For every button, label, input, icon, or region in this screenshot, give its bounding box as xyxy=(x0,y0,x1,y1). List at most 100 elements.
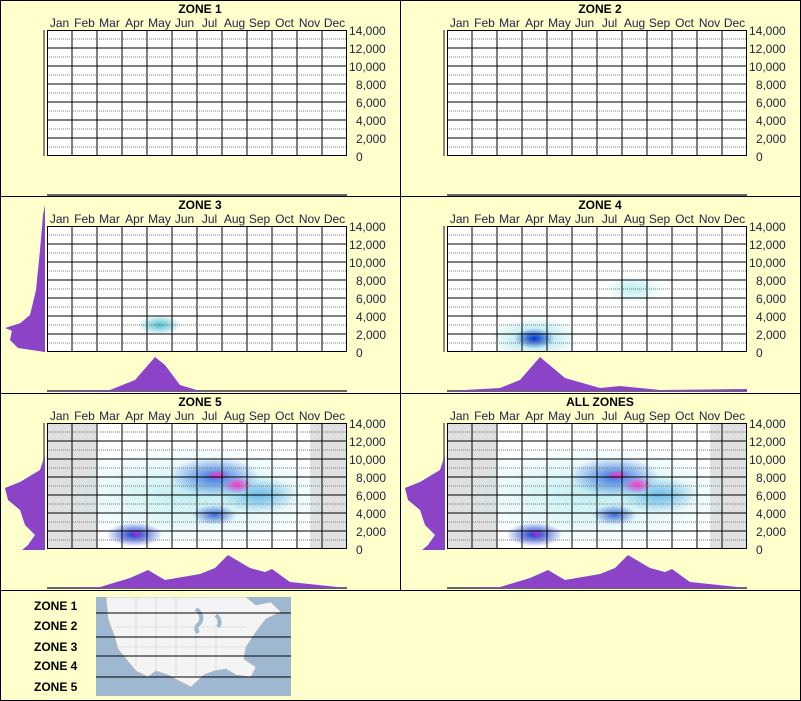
y-tick-label: 10,000 xyxy=(749,256,786,270)
divider xyxy=(400,0,401,590)
y-tick-label: 2,000 xyxy=(756,132,787,146)
y-tick-label: 8,000 xyxy=(356,274,387,288)
month-label: Dec xyxy=(723,16,746,30)
month-label: Feb xyxy=(74,409,95,423)
legend-zone-1: ZONE 1 xyxy=(34,599,78,613)
legend-zone-5: ZONE 5 xyxy=(34,680,78,694)
month-label: Jun xyxy=(574,409,595,423)
month-label: May xyxy=(148,16,171,30)
month-label: Dec xyxy=(723,409,746,423)
month-label: Mar xyxy=(99,16,120,30)
month-label: Sep xyxy=(248,16,271,30)
y-tick-label: 14,000 xyxy=(349,24,386,38)
month-label: Apr xyxy=(525,16,544,30)
month-label: Jun xyxy=(574,212,595,226)
left-axis-bar xyxy=(43,226,45,352)
month-label: Jul xyxy=(601,409,618,423)
month-label: Oct xyxy=(675,212,694,226)
month-label: Jan xyxy=(49,409,70,423)
y-tick-label: 2,000 xyxy=(356,328,387,342)
month-label: Oct xyxy=(675,409,694,423)
month-histogram-baseline xyxy=(447,194,747,196)
month-label: Mar xyxy=(499,212,520,226)
panel-4: ZONE 5 Jan Feb Mar Apr May Jun Jul Aug Sep Oct Nov… xyxy=(0,393,400,589)
month-label: Jul xyxy=(201,212,218,226)
month-label: Feb xyxy=(74,16,95,30)
month-label: Sep xyxy=(648,16,671,30)
y-tick-label: 4,000 xyxy=(756,507,787,521)
month-label: Jul xyxy=(601,212,618,226)
panel-3: ZONE 4 Jan Feb Mar Apr May Jun Jul Aug Sep Oct Nov… xyxy=(400,196,800,392)
y-tick-label: 10,000 xyxy=(749,453,786,467)
panel-title: ALL ZONES xyxy=(566,395,634,409)
y-tick-label: 12,000 xyxy=(349,42,386,56)
y-tick-label: 6,000 xyxy=(756,489,787,503)
month-axis: Jan Feb Mar Apr May Jun Jul Aug Sep Oct Nov Dec xyxy=(47,409,347,423)
y-tick-label: 10,000 xyxy=(749,60,786,74)
heatmap-grid xyxy=(447,226,747,352)
month-label: Aug xyxy=(623,212,646,226)
y-tick-label: 4,000 xyxy=(356,507,387,521)
month-label: Nov xyxy=(698,16,721,30)
divider xyxy=(0,590,801,591)
month-label: Feb xyxy=(474,212,495,226)
month-label: May xyxy=(548,212,571,226)
divider xyxy=(0,393,801,394)
month-histogram-baseline xyxy=(47,587,347,589)
y-tick-label: 14,000 xyxy=(749,417,786,431)
y-tick-label: 0 xyxy=(356,150,363,164)
zone-map xyxy=(96,597,291,696)
month-label: Jul xyxy=(601,16,618,30)
y-tick-label: 6,000 xyxy=(356,292,387,306)
month-label: Jun xyxy=(574,16,595,30)
y-tick-label: 6,000 xyxy=(756,292,787,306)
month-label: Nov xyxy=(298,16,321,30)
y-tick-label: 12,000 xyxy=(349,238,386,252)
month-label: Jun xyxy=(174,16,195,30)
month-label: Apr xyxy=(525,409,544,423)
month-label: Oct xyxy=(675,16,694,30)
month-label: May xyxy=(548,409,571,423)
y-tick-label: 8,000 xyxy=(356,471,387,485)
panel-title: ZONE 2 xyxy=(578,2,622,16)
month-label: Mar xyxy=(499,409,520,423)
month-label: Aug xyxy=(223,409,246,423)
month-label: Sep xyxy=(248,409,271,423)
month-label: Nov xyxy=(298,212,321,226)
legend-zone-4: ZONE 4 xyxy=(34,659,78,673)
month-label: Dec xyxy=(323,212,346,226)
month-label: Sep xyxy=(648,212,671,226)
panel-title: ZONE 4 xyxy=(578,198,622,212)
y-tick-label: 4,000 xyxy=(756,114,787,128)
legend-zone-2: ZONE 2 xyxy=(34,619,78,633)
y-tick-label: 2,000 xyxy=(756,328,787,342)
month-histogram-baseline xyxy=(47,194,347,196)
month-label: Apr xyxy=(125,16,144,30)
month-label: Dec xyxy=(323,409,346,423)
month-label: May xyxy=(148,212,171,226)
left-axis-bar xyxy=(43,423,45,549)
legend-zone-3: ZONE 3 xyxy=(34,640,78,654)
month-label: Jul xyxy=(201,409,218,423)
panel-title: ZONE 3 xyxy=(178,198,222,212)
y-tick-label: 6,000 xyxy=(756,96,787,110)
month-label: Feb xyxy=(474,409,495,423)
y-tick-label: 2,000 xyxy=(356,132,387,146)
month-label: Feb xyxy=(474,16,495,30)
y-tick-label: 14,000 xyxy=(749,24,786,38)
y-tick-label: 14,000 xyxy=(349,417,386,431)
y-tick-label: 4,000 xyxy=(756,310,787,324)
month-label: Mar xyxy=(499,16,520,30)
month-label: Nov xyxy=(298,409,321,423)
y-tick-label: 6,000 xyxy=(356,96,387,110)
month-label: Nov xyxy=(698,212,721,226)
y-tick-label: 6,000 xyxy=(356,489,387,503)
month-label: Oct xyxy=(275,212,294,226)
panel-1: ZONE 2 Jan Feb Mar Apr May Jun Jul Aug Sep Oct Nov… xyxy=(400,0,800,196)
y-tick-label: 4,000 xyxy=(356,310,387,324)
left-axis-bar xyxy=(443,423,445,549)
y-tick-label: 0 xyxy=(756,150,763,164)
panel-0: ZONE 1 Jan Feb Mar Apr May Jun Jul Aug Sep Oct Nov… xyxy=(0,0,400,196)
month-label: Mar xyxy=(99,212,120,226)
y-tick-label: 8,000 xyxy=(356,78,387,92)
